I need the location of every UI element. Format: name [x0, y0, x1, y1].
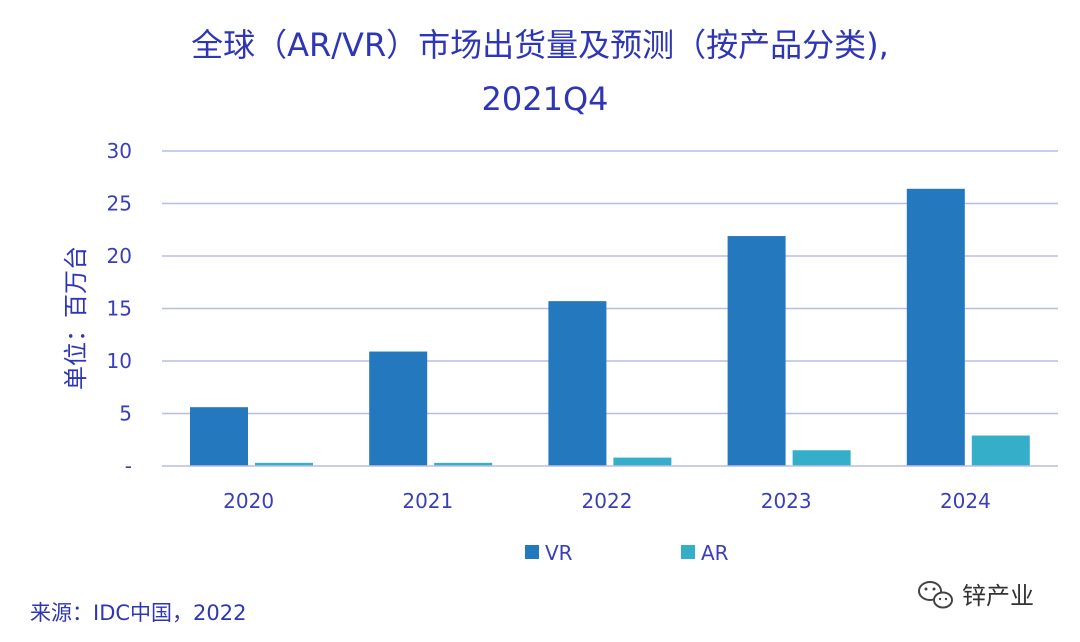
y-tick-label: - [125, 454, 132, 478]
bar-vr-2021 [369, 351, 428, 466]
bar-ar-2024 [971, 435, 1030, 466]
y-tick-label: 15 [107, 297, 132, 321]
legend: VR AR [525, 541, 729, 565]
chart-title-line1: 全球（AR/VR）市场出货量及预测（按产品分类), [191, 26, 889, 64]
y-tick-label: 20 [107, 244, 132, 268]
source-note: 来源：IDC中国，2022 [30, 601, 246, 625]
x-tick-label: 2020 [223, 489, 274, 513]
y-tick-label: 10 [107, 349, 132, 373]
legend-swatch-vr [525, 545, 539, 559]
y-tick-label: 5 [119, 402, 132, 426]
x-tick-label: 2024 [940, 489, 991, 513]
x-tick-label: 2022 [582, 489, 633, 513]
x-tick-label: 2023 [761, 489, 812, 513]
y-axis-ticks: - 5 10 15 20 25 30 [107, 139, 132, 478]
y-tick-label: 30 [107, 139, 132, 163]
bar-ar-2022 [613, 457, 672, 466]
bar-ar-2021 [434, 462, 493, 466]
x-tick-label: 2021 [402, 489, 453, 513]
bar-vr-2024 [906, 188, 965, 467]
bars [190, 188, 1030, 467]
legend-label-vr: VR [545, 541, 573, 565]
bar-ar-2023 [792, 450, 851, 466]
bar-vr-2020 [190, 407, 248, 466]
bar-vr-2022 [548, 301, 607, 466]
legend-swatch-ar [681, 545, 695, 559]
x-axis-labels: 2020 2021 2022 2023 2024 [223, 489, 991, 513]
y-tick-label: 25 [107, 192, 132, 216]
y-axis-label: 单位：百万台 [62, 246, 90, 390]
legend-label-ar: AR [701, 541, 729, 565]
bar-ar-2020 [255, 462, 313, 466]
bar-vr-2023 [727, 236, 786, 466]
wechat-icon [918, 581, 953, 609]
chart-title-line2: 2021Q4 [482, 80, 609, 118]
watermark-text: 锌产业 [962, 582, 1034, 610]
watermark: 锌产业 [918, 581, 1034, 610]
